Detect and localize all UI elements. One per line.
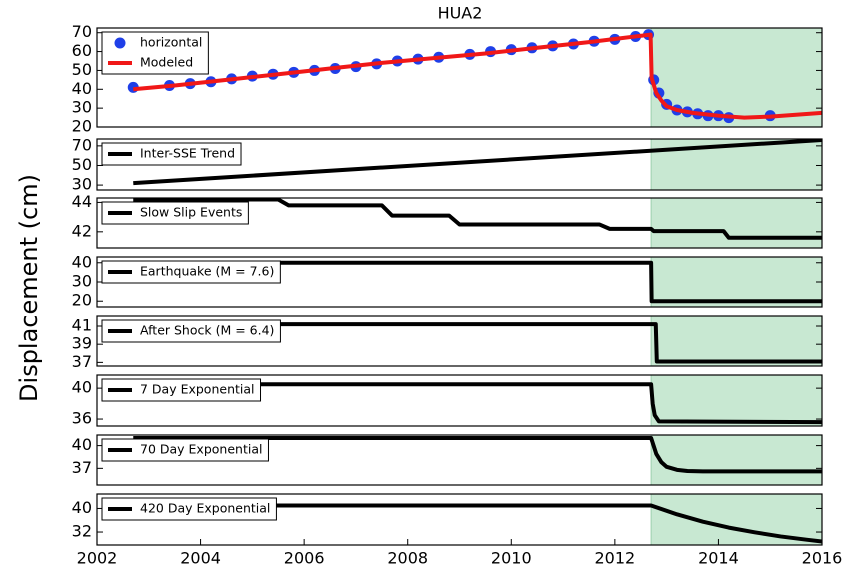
legend: After Shock (M = 6.4) xyxy=(101,319,281,343)
x-tick-label: 2010 xyxy=(491,549,532,568)
legend-frame xyxy=(101,438,269,462)
data-line xyxy=(133,382,822,425)
legend: Slow Slip Events xyxy=(101,201,249,225)
y-tick-label: 40 xyxy=(72,378,92,397)
y-tick-label: 70 xyxy=(72,22,92,41)
legend: 420 Day Exponential xyxy=(101,497,277,521)
plot-frame xyxy=(96,138,823,191)
plot-area xyxy=(133,198,822,240)
plot-frame xyxy=(96,197,823,249)
y-tick-label: 30 xyxy=(72,98,92,117)
legend: 70 Day Exponential xyxy=(101,438,269,462)
y-tick-label: 36 xyxy=(72,409,92,428)
x-tick-label: 2014 xyxy=(698,549,739,568)
plot-frame xyxy=(96,493,823,546)
y-tick-label: 44 xyxy=(72,192,92,211)
legend: Earthquake (M = 7.6) xyxy=(101,260,281,284)
highlight-span xyxy=(650,434,823,486)
plot-frame xyxy=(96,27,823,128)
y-tick-label: 42 xyxy=(72,221,92,240)
plot-area xyxy=(133,139,822,186)
x-tick-label: 2016 xyxy=(802,549,843,568)
plot-area xyxy=(127,29,822,124)
y-tick-label: 30 xyxy=(72,272,92,291)
legend-frame xyxy=(101,497,277,521)
y-tick-label: 20 xyxy=(72,117,92,136)
y-tick-label: 50 xyxy=(72,60,92,79)
y-tick-label: 50 xyxy=(72,155,92,174)
data-line xyxy=(133,198,822,240)
data-line xyxy=(133,322,822,364)
y-tick-label: 40 xyxy=(72,435,92,454)
x-tick-label: 2008 xyxy=(387,549,428,568)
legend: horizontal Modeled xyxy=(101,31,209,75)
y-tick-label: 20 xyxy=(72,291,92,310)
x-tick-label: 2004 xyxy=(180,549,221,568)
legend-label: Earthquake (M = 7.6) xyxy=(140,264,274,279)
legend-label: Inter-SSE Trend xyxy=(140,146,235,161)
y-tick-label: 60 xyxy=(72,41,92,60)
legend-label: 70 Day Exponential xyxy=(140,442,262,457)
legend-frame xyxy=(101,142,242,166)
plot-frame xyxy=(96,374,823,427)
plot-area xyxy=(133,503,822,544)
x-tick-label: 2002 xyxy=(77,549,118,568)
data-line xyxy=(133,260,822,304)
panel: 32 40 2002 2004 2006 2008 2010 2012 2014 2016 420 … xyxy=(72,493,843,568)
legend: Inter-SSE Trend xyxy=(101,142,242,166)
legend-frame xyxy=(101,201,249,225)
y-tick-label: 37 xyxy=(72,458,92,477)
data-line xyxy=(133,436,822,474)
y-tick-label: 32 xyxy=(72,522,92,541)
legend-frame xyxy=(101,378,262,402)
plot-area xyxy=(133,322,822,364)
x-tick-label: 2012 xyxy=(594,549,635,568)
y-tick-label: 40 xyxy=(72,498,92,517)
y-tick-label: 39 xyxy=(72,334,92,353)
y-tick-label: 30 xyxy=(72,175,92,194)
legend-frame xyxy=(101,319,281,343)
panel: 37 40 70 Day Exponential xyxy=(72,434,823,486)
highlight-span xyxy=(650,197,823,249)
data-line xyxy=(133,139,822,186)
legend-label: 7 Day Exponential xyxy=(140,382,255,397)
panel: 36 40 7 Day Exponential xyxy=(72,374,823,428)
highlight-span xyxy=(650,315,823,367)
legend-label: Slow Slip Events xyxy=(140,205,242,220)
panel: 42 44 Slow Slip Events xyxy=(72,192,823,249)
legend: 7 Day Exponential xyxy=(101,378,262,402)
legend-label: After Shock (M = 6.4) xyxy=(140,323,274,338)
y-tick-label: 40 xyxy=(72,79,92,98)
plot-frame xyxy=(96,434,823,486)
legend-label: Modeled xyxy=(140,55,193,70)
plot-area xyxy=(133,436,822,474)
y-tick-label: 41 xyxy=(72,316,92,335)
plot-area xyxy=(133,382,822,425)
chart-title: HUA2 xyxy=(438,4,483,23)
data-line xyxy=(133,503,822,544)
plot-area xyxy=(133,260,822,304)
y-tick-label: 40 xyxy=(72,252,92,271)
x-tick-label: 2006 xyxy=(284,549,325,568)
y-tick-label: 37 xyxy=(72,352,92,371)
y-axis-label: Displacement (cm) xyxy=(15,174,43,402)
plot-frame xyxy=(96,315,823,367)
y-tick-label: 70 xyxy=(72,135,92,154)
legend-label: horizontal xyxy=(140,35,202,50)
legend-frame xyxy=(101,260,281,284)
legend-marker xyxy=(114,37,126,49)
data-line xyxy=(133,32,822,120)
legend-label: 420 Day Exponential xyxy=(140,501,270,516)
highlight-span xyxy=(650,374,823,427)
